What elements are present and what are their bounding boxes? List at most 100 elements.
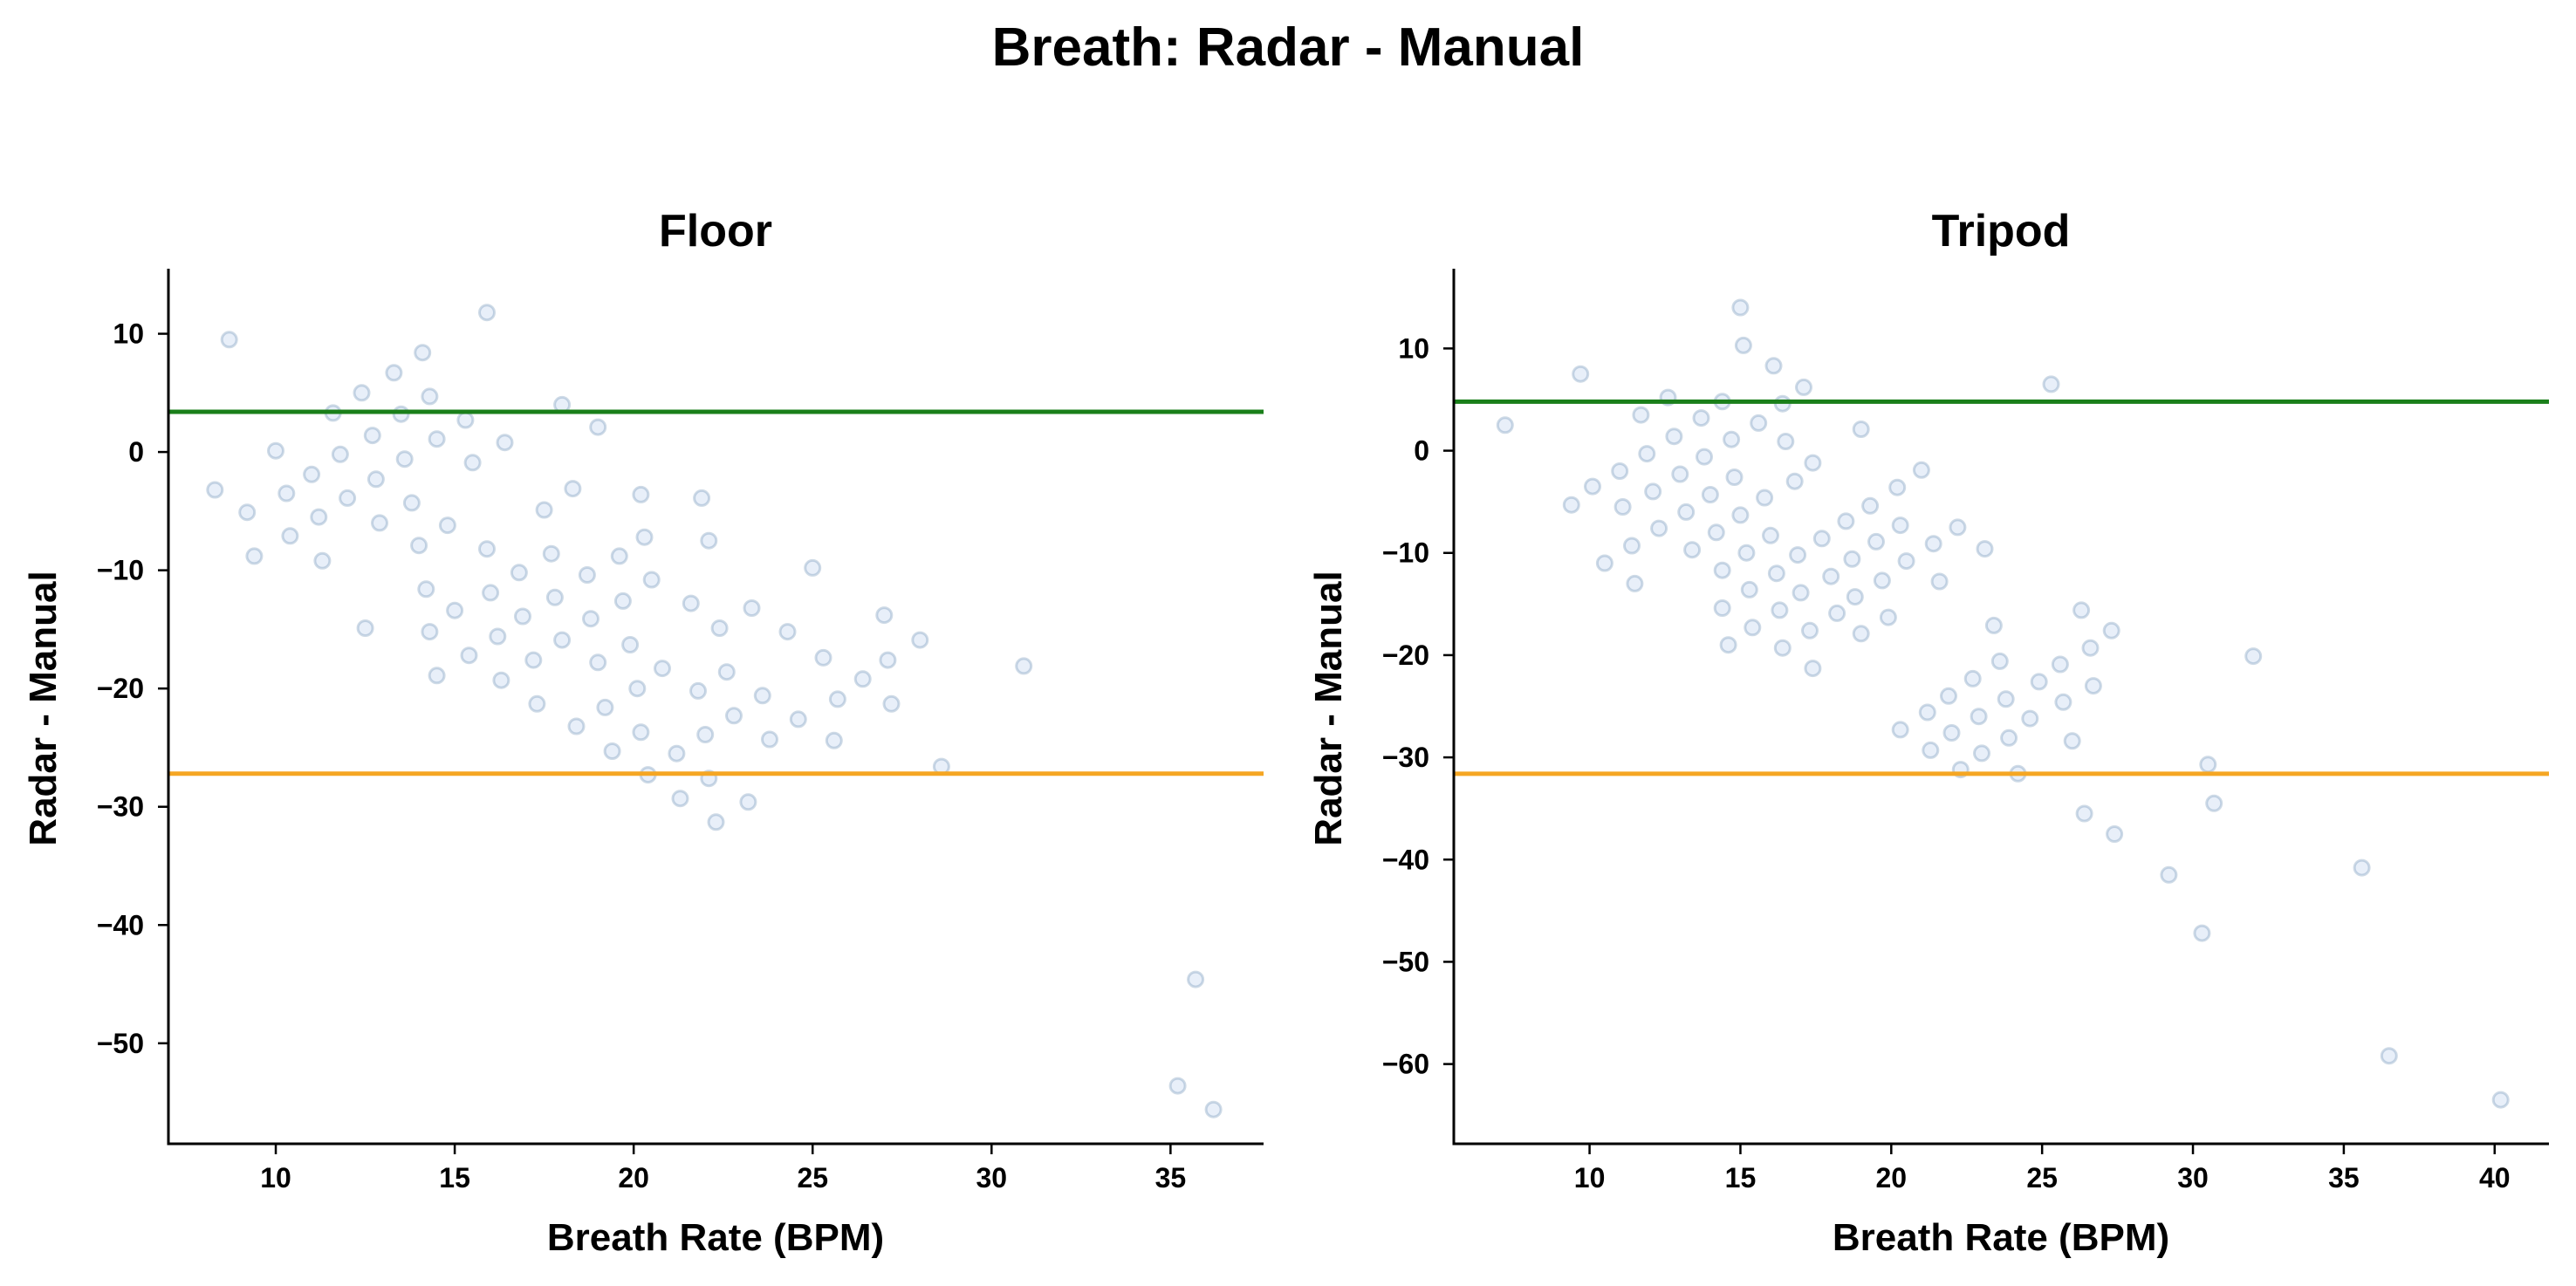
data-point [789, 710, 807, 729]
data-point [596, 698, 614, 716]
data-point [460, 646, 478, 665]
data-point [1562, 496, 1580, 514]
data-point [1611, 462, 1629, 480]
data-point [545, 588, 564, 606]
y-tick-label: 0 [1414, 435, 1429, 467]
data-point [2160, 865, 2178, 884]
data-point [1828, 604, 1846, 622]
data-point [761, 730, 778, 749]
data-point [1692, 409, 1710, 428]
data-point [828, 690, 846, 708]
data-point [2072, 601, 2091, 619]
data-point [1731, 506, 1750, 524]
data-point [363, 427, 381, 445]
data-point [603, 742, 621, 760]
data-point [700, 531, 718, 550]
data-point [671, 790, 689, 808]
data-point [331, 445, 349, 463]
x-tick-label: 15 [439, 1162, 470, 1194]
data-point [621, 636, 640, 653]
data-point [2054, 693, 2072, 711]
y-tick-label: −20 [1382, 640, 1429, 671]
data-point [524, 651, 543, 669]
data-point [267, 441, 284, 460]
data-point [668, 744, 686, 763]
data-point [882, 694, 901, 713]
data-point [1771, 601, 1789, 619]
data-point [1888, 478, 1907, 496]
data-point [2106, 825, 2124, 843]
data-point [492, 671, 510, 689]
x-tick-label: 25 [797, 1162, 828, 1194]
data-point [2491, 1091, 2510, 1109]
data-point [463, 454, 482, 472]
data-point [238, 503, 257, 522]
x-tick-label: 20 [618, 1162, 649, 1194]
scatter-panel-tripod: Tripod 10 15 20 25 30 35 40 10 0 −10 −20 −30 −40 −50… [1307, 206, 2549, 1259]
data-point [610, 547, 628, 565]
data-point [1187, 970, 1205, 988]
data-point [2063, 732, 2081, 750]
x-tick-label: 35 [2328, 1162, 2360, 1194]
data-point [1873, 571, 1891, 590]
data-point [1812, 530, 1831, 548]
data-point [1707, 523, 1725, 542]
data-point [1976, 540, 1994, 558]
data-point [2193, 924, 2211, 942]
data-point [1725, 469, 1744, 486]
data-point [535, 501, 553, 519]
data-point [2084, 677, 2102, 695]
y-tick-label: −10 [1382, 537, 1429, 569]
data-point [1924, 535, 1942, 553]
data-point [1713, 561, 1731, 579]
data-point [438, 516, 456, 535]
y-tick-label: 10 [113, 318, 144, 350]
scatter-panel-floor: Floor 10 15 20 25 30 35 10 0 −10 −20 −30 −40 −50 Br… [22, 206, 1264, 1259]
data-point [2102, 621, 2120, 640]
data-point [1963, 669, 1982, 687]
y-tick-label: −20 [97, 673, 144, 704]
data-point [2244, 647, 2263, 666]
data-point [353, 384, 371, 402]
data-point [2042, 375, 2060, 393]
data-point [2081, 639, 2100, 657]
axes [167, 269, 1264, 1146]
data-point [853, 670, 872, 688]
data-point [875, 606, 894, 625]
panel-title: Floor [659, 206, 772, 257]
data-point [613, 592, 632, 610]
data-point [589, 418, 607, 436]
data-point [392, 405, 410, 423]
data-point [1496, 416, 1514, 434]
data-point [428, 667, 446, 685]
data-point [1861, 496, 1880, 515]
data-point [482, 584, 500, 602]
data-point [417, 580, 435, 599]
y-axis-label: Radar - Manual [1307, 571, 1350, 845]
data-point [1713, 599, 1731, 617]
data-point [428, 430, 446, 448]
data-point [582, 610, 599, 628]
data-point [589, 653, 607, 672]
data-point [1777, 433, 1795, 450]
data-point [1737, 544, 1756, 562]
x-axis-label: Breath Rate (BPM) [547, 1216, 884, 1259]
data-point [553, 631, 572, 649]
data-point [1677, 503, 1696, 521]
data-point [514, 607, 531, 626]
data-point [414, 344, 432, 362]
y-tick-label: −60 [1382, 1049, 1429, 1080]
data-point [1912, 461, 1930, 479]
data-point [421, 623, 439, 641]
data-point [1701, 486, 1719, 503]
data-point [1990, 652, 2009, 670]
data-point [1632, 406, 1650, 424]
data-point [2205, 794, 2223, 812]
data-point [1764, 357, 1783, 375]
data-point [1822, 567, 1840, 585]
data-point [446, 601, 464, 619]
data-point [1750, 414, 1768, 432]
data-point [489, 627, 507, 646]
data-point [1638, 445, 1656, 463]
